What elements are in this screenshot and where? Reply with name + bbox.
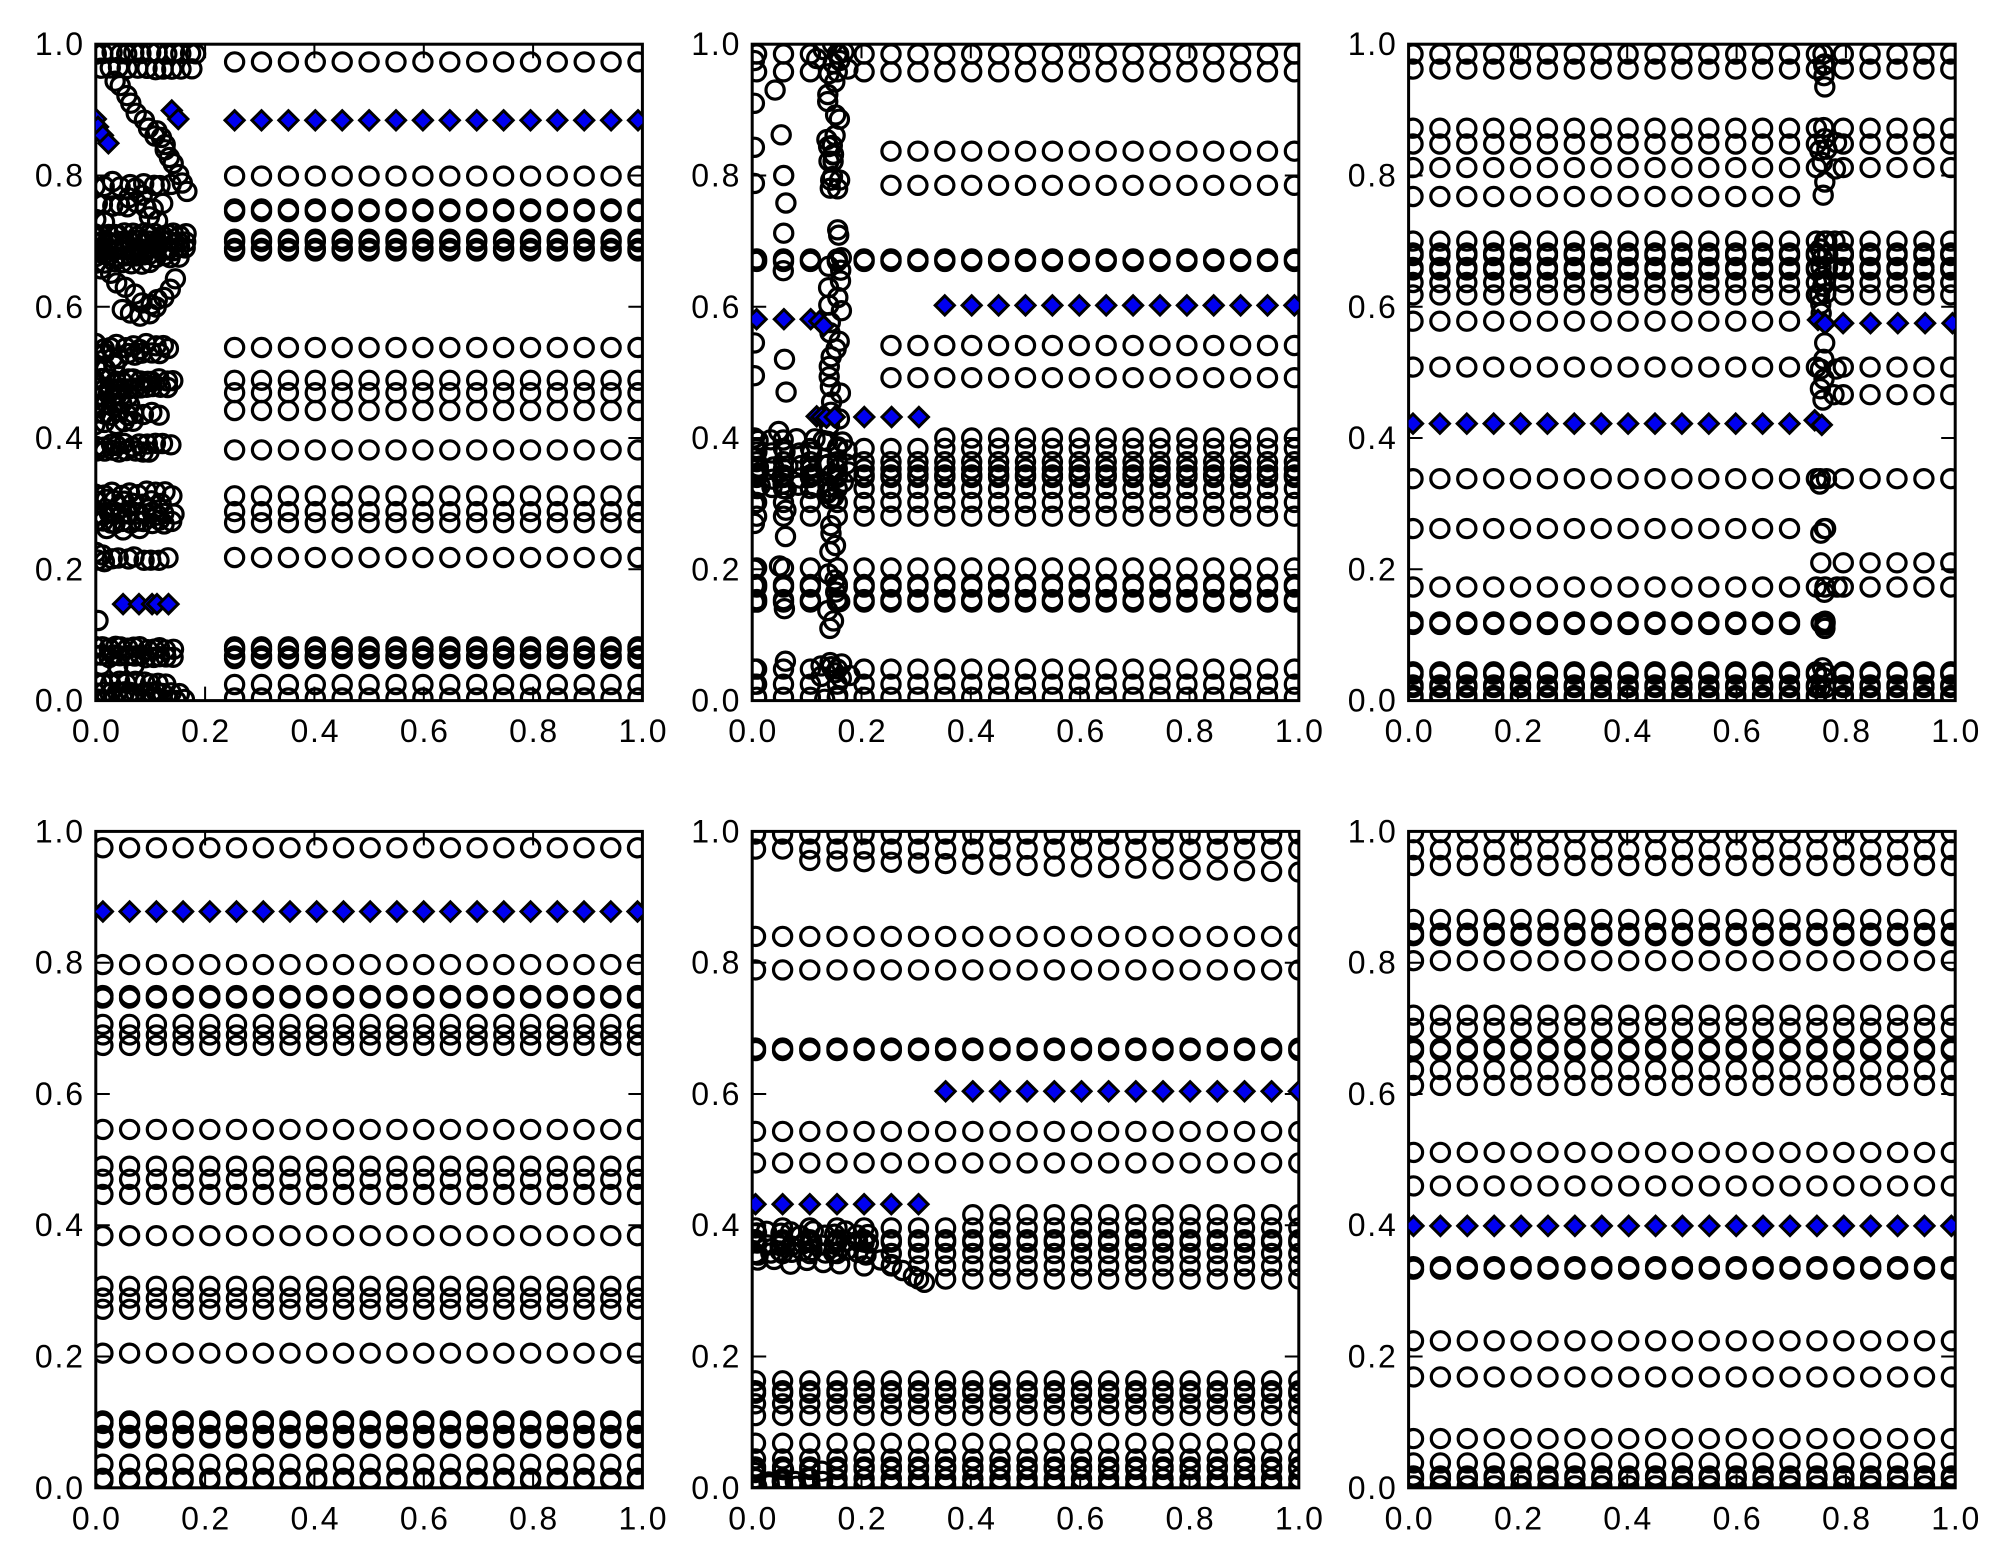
svg-text:0.2: 0.2 xyxy=(35,551,85,587)
svg-text:0.2: 0.2 xyxy=(1494,713,1544,749)
svg-text:0.6: 0.6 xyxy=(1348,289,1398,325)
svg-text:0.0: 0.0 xyxy=(691,1470,741,1506)
svg-text:1.0: 1.0 xyxy=(618,1500,668,1536)
svg-text:0.8: 0.8 xyxy=(35,158,85,194)
svg-text:0.8: 0.8 xyxy=(1166,713,1216,749)
svg-text:0.4: 0.4 xyxy=(1603,713,1653,749)
svg-text:1.0: 1.0 xyxy=(1348,26,1398,62)
svg-text:0.2: 0.2 xyxy=(691,551,741,587)
svg-text:0.8: 0.8 xyxy=(1822,1500,1872,1536)
svg-text:0.2: 0.2 xyxy=(35,1339,85,1375)
svg-text:0.2: 0.2 xyxy=(838,713,888,749)
svg-text:0.4: 0.4 xyxy=(947,1500,997,1536)
svg-text:0.4: 0.4 xyxy=(691,420,741,456)
svg-text:0.8: 0.8 xyxy=(1822,713,1872,749)
svg-text:0.0: 0.0 xyxy=(728,713,778,749)
svg-text:0.8: 0.8 xyxy=(691,158,741,194)
svg-text:0.8: 0.8 xyxy=(1348,158,1398,194)
svg-text:0.6: 0.6 xyxy=(1713,713,1763,749)
svg-text:0.0: 0.0 xyxy=(691,683,741,719)
svg-text:1.0: 1.0 xyxy=(1931,1500,1981,1536)
svg-text:1.0: 1.0 xyxy=(1275,1500,1325,1536)
svg-text:0.4: 0.4 xyxy=(35,420,85,456)
svg-text:1.0: 1.0 xyxy=(1931,713,1981,749)
svg-text:0.8: 0.8 xyxy=(1348,945,1398,981)
svg-text:0.4: 0.4 xyxy=(35,1207,85,1243)
svg-text:0.0: 0.0 xyxy=(1385,1500,1435,1536)
svg-text:0.6: 0.6 xyxy=(35,289,85,325)
svg-text:0.6: 0.6 xyxy=(1713,1500,1763,1536)
svg-text:1.0: 1.0 xyxy=(1275,713,1325,749)
svg-text:1.0: 1.0 xyxy=(35,26,85,62)
svg-text:0.4: 0.4 xyxy=(1348,420,1398,456)
svg-text:1.0: 1.0 xyxy=(35,813,85,849)
svg-text:0.0: 0.0 xyxy=(72,713,122,749)
svg-text:0.6: 0.6 xyxy=(35,1076,85,1112)
svg-text:0.6: 0.6 xyxy=(1348,1076,1398,1112)
svg-text:0.8: 0.8 xyxy=(509,713,559,749)
svg-text:0.0: 0.0 xyxy=(72,1500,122,1536)
svg-text:0.0: 0.0 xyxy=(35,1470,85,1506)
svg-text:0.2: 0.2 xyxy=(838,1500,888,1536)
svg-text:0.2: 0.2 xyxy=(181,713,231,749)
svg-text:1.0: 1.0 xyxy=(1348,813,1398,849)
svg-text:0.6: 0.6 xyxy=(691,289,741,325)
svg-text:0.6: 0.6 xyxy=(1056,1500,1106,1536)
svg-text:1.0: 1.0 xyxy=(618,713,668,749)
svg-text:0.8: 0.8 xyxy=(509,1500,559,1536)
svg-text:0.6: 0.6 xyxy=(1056,713,1106,749)
svg-text:0.6: 0.6 xyxy=(691,1076,741,1112)
svg-text:0.2: 0.2 xyxy=(1494,1500,1544,1536)
svg-text:0.8: 0.8 xyxy=(691,945,741,981)
svg-text:0.8: 0.8 xyxy=(35,945,85,981)
svg-text:0.0: 0.0 xyxy=(35,683,85,719)
svg-text:0.4: 0.4 xyxy=(290,713,340,749)
svg-text:0.2: 0.2 xyxy=(181,1500,231,1536)
svg-text:0.0: 0.0 xyxy=(1348,1470,1398,1506)
svg-text:0.2: 0.2 xyxy=(691,1339,741,1375)
svg-text:0.6: 0.6 xyxy=(400,713,450,749)
svg-text:0.0: 0.0 xyxy=(728,1500,778,1536)
svg-text:0.2: 0.2 xyxy=(1348,1339,1398,1375)
svg-text:1.0: 1.0 xyxy=(691,26,741,62)
svg-text:0.4: 0.4 xyxy=(691,1207,741,1243)
svg-text:0.0: 0.0 xyxy=(1348,683,1398,719)
svg-text:0.0: 0.0 xyxy=(1385,713,1435,749)
svg-text:1.0: 1.0 xyxy=(691,813,741,849)
svg-text:0.4: 0.4 xyxy=(1348,1207,1398,1243)
svg-text:0.4: 0.4 xyxy=(290,1500,340,1536)
svg-text:0.2: 0.2 xyxy=(1348,551,1398,587)
svg-text:0.8: 0.8 xyxy=(1166,1500,1216,1536)
svg-text:0.6: 0.6 xyxy=(400,1500,450,1536)
svg-text:0.4: 0.4 xyxy=(1603,1500,1653,1536)
svg-text:0.4: 0.4 xyxy=(947,713,997,749)
